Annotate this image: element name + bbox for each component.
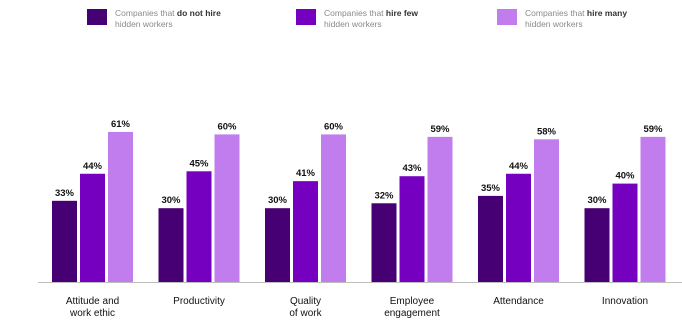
data-label-series3-cat2: 60% xyxy=(217,121,237,132)
x-tick-label-6: Innovation xyxy=(602,296,648,307)
x-tick-label-3-line1: Quality xyxy=(290,296,321,307)
bar-series1-cat4 xyxy=(371,203,397,282)
legend-swatch-no-hire xyxy=(87,9,107,25)
legend-item-hire-many: Companies that hire many hidden workers xyxy=(497,8,675,30)
bar-series1-cat1 xyxy=(52,200,77,282)
bar-series2-cat3 xyxy=(293,181,318,282)
legend-swatch-hire-few xyxy=(296,9,316,25)
data-label-series1-cat5: 35% xyxy=(481,183,501,194)
data-label-series3-cat6: 59% xyxy=(643,124,663,135)
data-label-series3-cat1: 61% xyxy=(111,119,131,130)
x-tick-label-5: Attendance xyxy=(493,296,544,307)
chart-legend: Companies that do not hire hidden workers… xyxy=(0,8,682,38)
data-label-series2-cat3: 41% xyxy=(296,168,316,179)
bar-series2-cat2 xyxy=(186,171,212,282)
legend-label-hire-few: Companies that hire few hidden workers xyxy=(324,8,419,29)
bar-series1-cat5 xyxy=(478,195,503,282)
legend-item-hire-few: Companies that hire few hidden workers xyxy=(296,8,474,30)
bar-series1-cat3 xyxy=(265,208,290,282)
x-tick-label-1-line2: work ethic xyxy=(69,308,115,319)
legend-label-no-hire: Companies that do not hire hidden workers xyxy=(115,8,221,29)
legend-item-no-hire: Companies that do not hire hidden workers xyxy=(87,8,265,30)
data-label-series2-cat5: 44% xyxy=(509,161,529,172)
data-label-series1-cat6: 30% xyxy=(587,195,607,206)
data-label-series1-cat2: 30% xyxy=(161,195,181,206)
bar-series1-cat2 xyxy=(158,208,184,282)
data-label-series2-cat1: 44% xyxy=(83,161,103,172)
data-label-series1-cat1: 33% xyxy=(55,188,75,199)
bar-series2-cat5 xyxy=(506,173,531,282)
legend-swatch-hire-many xyxy=(497,9,517,25)
bar-series3-cat2 xyxy=(214,134,240,282)
data-label-series3-cat5: 58% xyxy=(537,126,557,137)
data-label-series3-cat4: 59% xyxy=(430,124,450,135)
bar-series2-cat1 xyxy=(80,173,105,282)
bar-series3-cat6 xyxy=(640,136,666,282)
bar-series3-cat4 xyxy=(427,136,453,282)
bar-series3-cat1 xyxy=(108,131,133,282)
data-label-series3-cat3: 60% xyxy=(324,121,344,132)
bar-series2-cat4 xyxy=(399,176,425,282)
legend-label-hire-many: Companies that hire many hidden workers xyxy=(525,8,628,29)
bar-series3-cat3 xyxy=(321,134,346,282)
x-tick-label-1-line1: Attitude and xyxy=(66,296,119,307)
data-label-series2-cat6: 40% xyxy=(615,171,635,182)
data-label-series2-cat4: 43% xyxy=(402,163,422,174)
bar-series1-cat6 xyxy=(584,208,610,282)
data-label-series1-cat3: 30% xyxy=(268,195,288,206)
x-tick-label-3-line2: of work xyxy=(289,308,322,319)
data-label-series1-cat4: 32% xyxy=(374,190,394,201)
x-tick-label-4-line2: engagement xyxy=(384,308,440,319)
bar-series2-cat6 xyxy=(612,183,638,282)
x-tick-label-2: Productivity xyxy=(173,296,225,307)
data-label-series2-cat2: 45% xyxy=(189,158,209,169)
x-tick-label-4-line1: Employee xyxy=(390,296,435,307)
bar-series3-cat5 xyxy=(534,139,559,282)
